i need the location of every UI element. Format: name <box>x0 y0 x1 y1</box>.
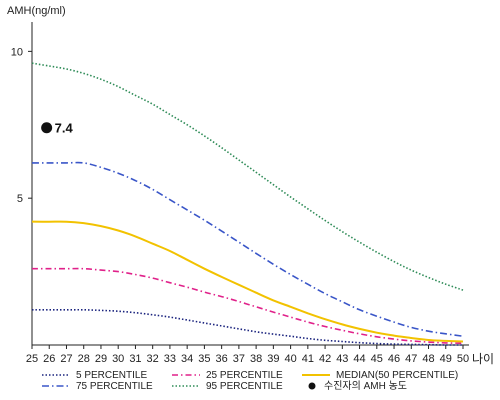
patient-point-group: 7.4 <box>41 121 73 136</box>
x-axis-label: 나이 <box>472 352 494 366</box>
legend-label-1: 25 PERCENTILE <box>206 370 283 381</box>
x-tick-label: 33 <box>164 353 176 365</box>
series-line-1 <box>31 267 464 344</box>
patient-amh-point <box>41 122 53 134</box>
y-tick-label: 10 <box>11 46 23 58</box>
x-tick-label: 45 <box>371 353 383 365</box>
legend-label-2: MEDIAN(50 PERCENTILE) <box>336 370 458 381</box>
x-ticks: 25 26 27 28 29 30 31 32 33 34 35 36 37 38 39 40 41 42 43 44… <box>26 345 469 365</box>
legend-swatch-point <box>308 382 316 390</box>
x-tick-label: 49 <box>440 353 452 365</box>
x-tick-label: 31 <box>129 353 141 365</box>
legend-label-3: 75 PERCENTILE <box>76 381 153 392</box>
series-line-3 <box>31 161 464 337</box>
x-tick-label: 40 <box>284 353 296 365</box>
x-tick-label: 28 <box>78 353 90 365</box>
x-tick-label: 46 <box>388 353 400 365</box>
y-tick-label: 5 <box>17 193 23 205</box>
series-line-4 <box>31 62 464 291</box>
x-tick-label: 32 <box>147 353 159 365</box>
x-tick-label: 29 <box>95 353 107 365</box>
y-ticks: 5 10 <box>11 46 32 205</box>
legend-label-0: 5 PERCENTILE <box>76 370 147 381</box>
x-tick-label: 43 <box>336 353 348 365</box>
x-tick-label: 37 <box>233 353 245 365</box>
x-tick-label: 25 <box>26 353 38 365</box>
x-tick-label: 26 <box>43 353 55 365</box>
x-tick-label: 27 <box>60 353 72 365</box>
series-lines <box>31 62 464 346</box>
x-tick-label: 36 <box>216 353 228 365</box>
x-tick-label: 41 <box>302 353 314 365</box>
x-tick-label: 42 <box>319 353 331 365</box>
legend-label-point: 수진자의 AMH 농도 <box>324 380 407 392</box>
x-tick-label: 39 <box>267 353 279 365</box>
x-tick-label: 34 <box>181 353 193 365</box>
x-tick-label: 50 <box>457 353 469 365</box>
x-tick-label: 44 <box>353 353 365 365</box>
patient-amh-value-label: 7.4 <box>55 121 74 136</box>
series-line-2 <box>31 220 464 343</box>
x-tick-label: 35 <box>198 353 210 365</box>
x-tick-label: 38 <box>250 353 262 365</box>
x-tick-label: 48 <box>422 353 434 365</box>
series-line-0 <box>31 308 463 346</box>
legend-label-4: 95 PERCENTILE <box>206 381 283 392</box>
x-tick-label: 47 <box>405 353 417 365</box>
y-axis-label: AMH(ng/ml) <box>7 5 66 17</box>
legend: 5 PERCENTILE 25 PERCENTILE MEDIAN(50 PERCE… <box>42 370 458 392</box>
x-tick-label: 30 <box>112 353 124 365</box>
